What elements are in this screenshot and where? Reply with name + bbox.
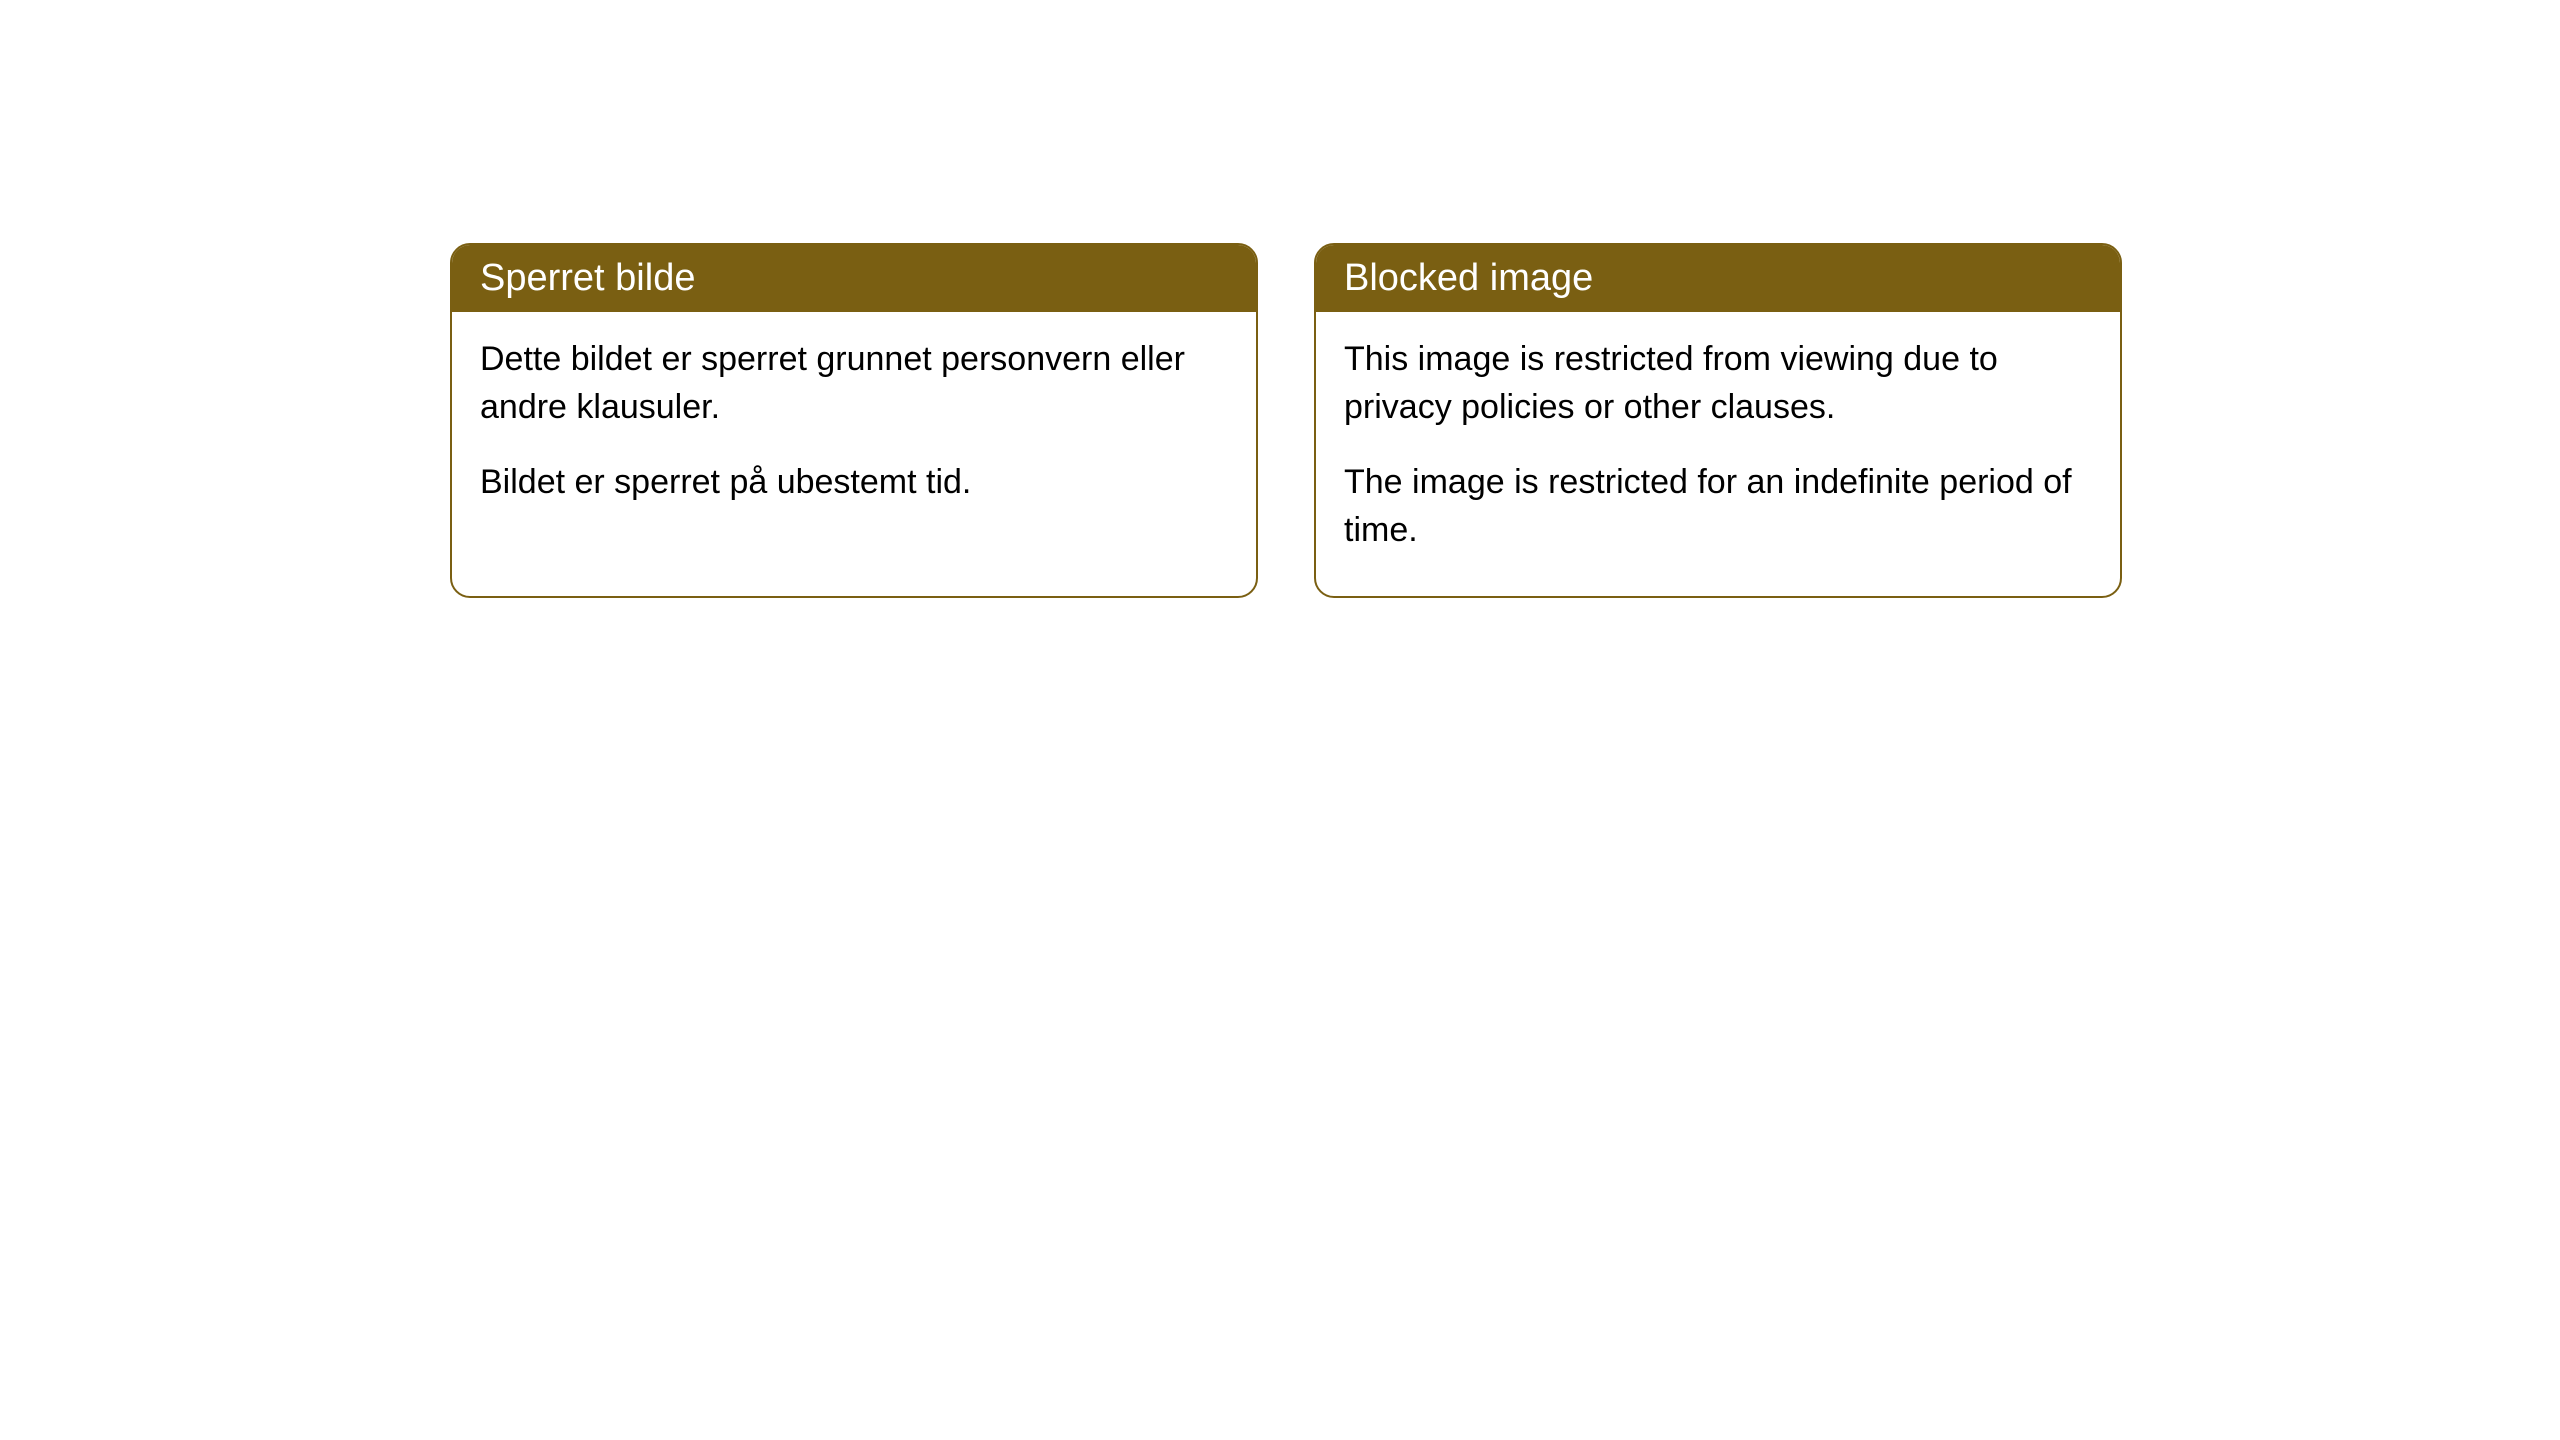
card-body-no: Dette bildet er sperret grunnet personve…: [452, 312, 1256, 549]
card-body-en: This image is restricted from viewing du…: [1316, 312, 2120, 596]
card-paragraph-1-en: This image is restricted from viewing du…: [1344, 336, 2092, 431]
blocked-image-card-en: Blocked image This image is restricted f…: [1314, 243, 2122, 598]
card-paragraph-2-en: The image is restricted for an indefinit…: [1344, 459, 2092, 554]
blocked-image-card-no: Sperret bilde Dette bildet er sperret gr…: [450, 243, 1258, 598]
card-header-no: Sperret bilde: [452, 245, 1256, 312]
card-paragraph-2-no: Bildet er sperret på ubestemt tid.: [480, 459, 1228, 507]
card-header-en: Blocked image: [1316, 245, 2120, 312]
card-paragraph-1-no: Dette bildet er sperret grunnet personve…: [480, 336, 1228, 431]
cards-container: Sperret bilde Dette bildet er sperret gr…: [450, 243, 2122, 598]
